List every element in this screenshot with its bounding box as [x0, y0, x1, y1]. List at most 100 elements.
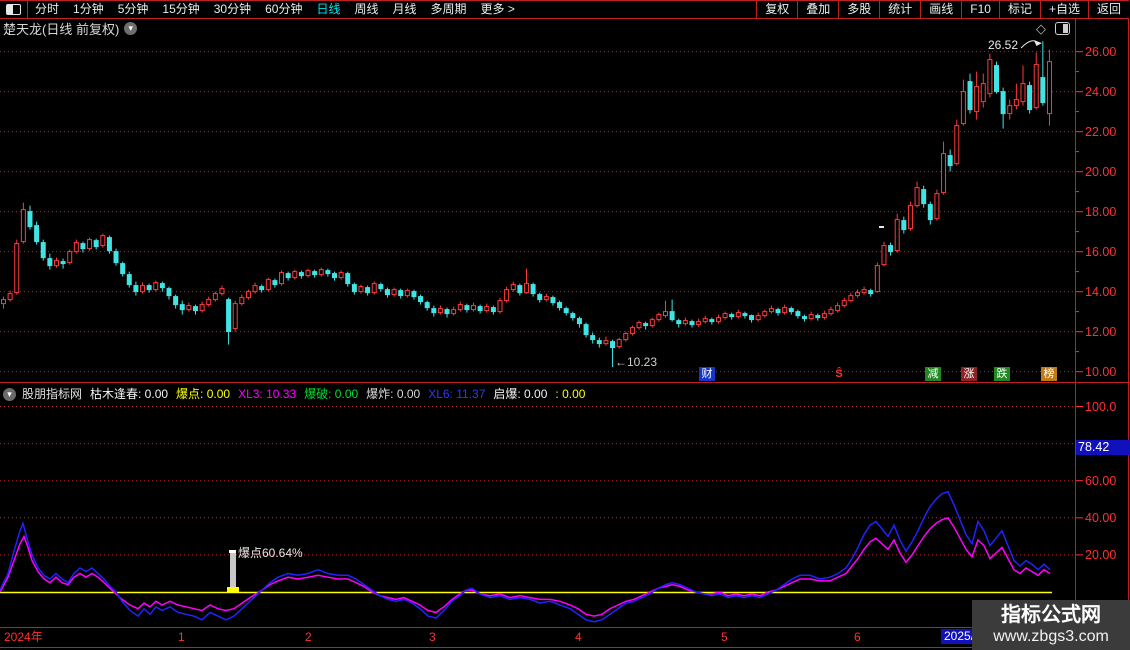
candle-body — [709, 319, 715, 323]
candle-body — [894, 219, 900, 252]
price-tick-label: 22.00 — [1085, 124, 1117, 139]
candle-body — [941, 153, 947, 194]
candle-body — [457, 304, 463, 311]
indicator-value-6: XL6: 11.37 — [428, 387, 486, 401]
menu-tool-4[interactable]: 统计 — [879, 1, 920, 18]
menu-period-2[interactable]: 1分钟 — [73, 2, 104, 16]
indicator-tick-label: 100.0 — [1085, 399, 1117, 414]
tools-menu: 复权 叠加 多股 统计 画线 F10 标记 +自选 返回 — [756, 1, 1129, 18]
candle-body — [914, 187, 920, 207]
candle-body — [1, 299, 6, 305]
candle-body — [1046, 61, 1052, 115]
menu-tool-2[interactable]: 叠加 — [797, 1, 838, 18]
candle-body — [471, 305, 477, 311]
menu-period-3[interactable]: 5分钟 — [117, 2, 149, 16]
indicator-value-2: 爆点: 0.00 — [176, 387, 231, 401]
candle-body — [305, 270, 311, 277]
candle-body — [312, 271, 318, 276]
candle-body — [517, 285, 523, 294]
candle-body — [901, 220, 907, 231]
indicator-tick-label: 20.00 — [1085, 547, 1117, 562]
chevron-down-icon[interactable]: ▾ — [124, 21, 138, 35]
candle-body — [590, 335, 596, 341]
candle-body — [861, 289, 867, 294]
diamond-icon[interactable]: ◇ — [1036, 21, 1046, 36]
candle-body — [60, 261, 66, 265]
menu-tool-6[interactable]: F10 — [961, 1, 999, 18]
candle-body — [47, 258, 53, 267]
candle-body — [749, 315, 755, 321]
signal-bar — [230, 553, 236, 591]
menu-period-9[interactable]: 月线 — [392, 2, 417, 16]
candle-body — [570, 313, 576, 319]
candle-body — [133, 285, 139, 293]
candle-body — [477, 306, 483, 312]
time-axis — [0, 627, 1130, 648]
menu-tool-9[interactable]: 返回 — [1087, 1, 1129, 18]
menu-tool-1[interactable]: 复权 — [756, 1, 797, 18]
event-badge[interactable]: 跌 — [994, 367, 1010, 381]
menu-tool-3[interactable]: 多股 — [838, 1, 879, 18]
candle-body — [629, 327, 635, 335]
menu-period-8[interactable]: 周线 — [354, 2, 379, 16]
candle-body — [980, 83, 986, 103]
menu-period-5[interactable]: 30分钟 — [213, 2, 252, 16]
price-tick-label: 18.00 — [1085, 204, 1117, 219]
layout-toggle-button[interactable] — [0, 1, 28, 18]
candle-body — [179, 304, 185, 311]
candle-body — [557, 302, 563, 309]
menu-tool-7[interactable]: 标记 — [998, 1, 1040, 18]
candle-body — [27, 211, 33, 228]
price-tick-label: 26.00 — [1085, 44, 1117, 59]
candle-body — [1027, 85, 1033, 111]
candle-body — [418, 296, 424, 303]
menu-tool-8[interactable]: +自选 — [1039, 1, 1088, 18]
candle-body — [715, 317, 721, 323]
candle-body — [907, 205, 913, 230]
top-menubar: 分时 1分钟 5分钟 15分钟 30分钟 60分钟 日线 周线 月线 多周期 更多 > 复权 叠加 多股… — [0, 0, 1129, 19]
candle-body — [947, 155, 953, 167]
candle-body — [987, 59, 993, 95]
menu-period-7[interactable]: 日线 — [316, 2, 341, 16]
indicator-source-name: 股朋指标网 — [22, 387, 83, 401]
candle-body — [967, 81, 973, 111]
indicator-value-4: 爆破: 0.00 — [304, 387, 359, 401]
candle-body — [120, 263, 126, 275]
event-badge[interactable]: Ŝ — [835, 368, 843, 380]
menu-period-1[interactable]: 分时 — [35, 2, 60, 16]
candle-body — [173, 296, 179, 306]
candle-body — [252, 285, 258, 293]
candle-body — [669, 311, 675, 321]
event-badge[interactable]: 涨 — [961, 367, 977, 381]
candle-body — [318, 269, 324, 276]
candle-body — [841, 300, 847, 307]
menu-period-6[interactable]: 60分钟 — [265, 2, 303, 16]
event-badge[interactable]: 财 — [699, 367, 715, 381]
price-tick-label: 24.00 — [1085, 84, 1117, 99]
candle-body — [285, 273, 291, 279]
candle-body — [497, 300, 503, 313]
candle-body — [292, 271, 298, 279]
menu-period-11[interactable]: 更多 > — [480, 2, 515, 16]
signal-bar-base — [227, 587, 239, 592]
indicator-tick-label: 60.00 — [1085, 473, 1117, 488]
panel-toggle-icon[interactable] — [1055, 22, 1070, 35]
menu-period-4[interactable]: 15分钟 — [162, 2, 200, 16]
candle-body — [974, 86, 980, 113]
high-price-label: 26.52 — [988, 38, 1019, 52]
indicator-value-3: XL3: 10.33 — [238, 387, 297, 401]
candle-body — [881, 245, 887, 266]
indicator-value-5: 爆炸: 0.00 — [366, 387, 421, 401]
event-badge[interactable]: 榜 — [1041, 367, 1057, 381]
menu-period-10[interactable]: 多周期 — [430, 2, 467, 16]
menu-tool-5[interactable]: 画线 — [920, 1, 961, 18]
candle-body — [1013, 99, 1019, 107]
indicator-chevron-down-icon[interactable]: ▾ — [3, 388, 16, 401]
candle-body — [537, 294, 543, 301]
candle-body — [232, 303, 238, 330]
event-badge[interactable]: 减 — [925, 367, 941, 381]
candle-body — [682, 320, 688, 325]
candle-body — [921, 189, 927, 205]
signal-label: 爆点60.64% — [238, 546, 303, 560]
watermark: 指标公式网 www.zbgs3.com — [972, 600, 1130, 650]
